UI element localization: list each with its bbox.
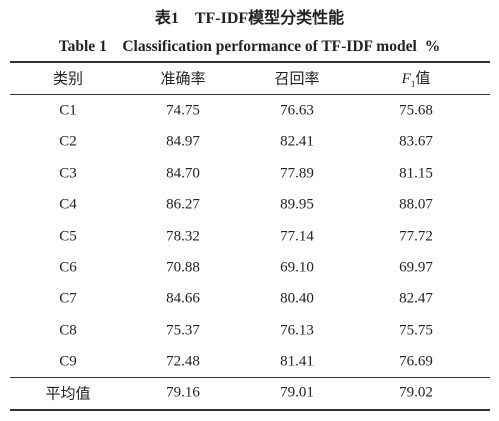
value-cell: 75.37 xyxy=(166,322,200,339)
category-cell: C2 xyxy=(59,133,77,150)
category-cell: C4 xyxy=(59,196,77,213)
category-cell: C9 xyxy=(59,353,77,370)
bottom-rule xyxy=(10,409,490,411)
value-cell: 83.67 xyxy=(399,133,433,150)
title-en: Table 1 Classification performance of TF… xyxy=(0,34,499,56)
footer-rule xyxy=(10,377,490,378)
header-text: 值 xyxy=(415,71,431,87)
value-cell: 74.75 xyxy=(166,102,200,119)
value-cell: 81.15 xyxy=(399,165,433,182)
value-cell: 76.63 xyxy=(280,102,314,119)
value-cell: 69.97 xyxy=(399,259,433,276)
value-cell: 80.40 xyxy=(280,290,314,307)
footer-value: 79.16 xyxy=(166,384,200,401)
value-cell: 84.97 xyxy=(166,133,200,150)
value-cell: 75.68 xyxy=(399,102,433,119)
value-cell: 77.14 xyxy=(280,228,314,245)
footer-value: 79.02 xyxy=(399,384,433,401)
value-cell: 82.41 xyxy=(280,133,314,150)
value-cell: 82.47 xyxy=(399,290,433,307)
value-cell: 77.89 xyxy=(280,165,314,182)
symbol: F xyxy=(401,71,411,87)
value-cell: 69.10 xyxy=(280,259,314,276)
title-cn: 表1 TF-IDF模型分类性能 xyxy=(154,10,345,27)
value-cell: 77.72 xyxy=(399,228,433,245)
category-cell: C7 xyxy=(59,290,77,307)
category-cell: C5 xyxy=(59,228,77,245)
value-cell: 84.70 xyxy=(166,165,200,182)
value-cell: 84.66 xyxy=(166,290,200,307)
category-cell: C1 xyxy=(59,102,77,119)
value-cell: 75.75 xyxy=(399,322,433,339)
value-cell: 76.69 xyxy=(399,353,433,370)
header-cell: F1值 xyxy=(356,67,476,89)
value-cell: 78.32 xyxy=(166,228,200,245)
value-cell: 76.13 xyxy=(280,322,314,339)
category-cell: C3 xyxy=(59,165,77,182)
value-cell: 70.88 xyxy=(166,259,200,276)
footer-value: 79.01 xyxy=(280,384,314,401)
footer-label: 平均值 xyxy=(45,386,91,403)
value-cell: 81.41 xyxy=(280,353,314,370)
category-cell: C6 xyxy=(59,259,77,276)
subscript: 1 xyxy=(410,79,416,89)
top-rule xyxy=(10,61,490,63)
value-cell: 88.07 xyxy=(399,196,433,213)
header-cell: 类别 xyxy=(52,71,83,88)
value-cell: 86.27 xyxy=(166,196,200,213)
category-cell: C8 xyxy=(59,322,77,339)
value-cell: 89.95 xyxy=(280,196,314,213)
unit: % xyxy=(424,38,441,55)
header-rule xyxy=(10,94,490,95)
title-en-text: Table 1 Classification performance of TF… xyxy=(58,38,417,55)
header-cell: 召回率 xyxy=(274,71,320,88)
header-cell: 准确率 xyxy=(160,71,206,88)
value-cell: 72.48 xyxy=(166,353,200,370)
